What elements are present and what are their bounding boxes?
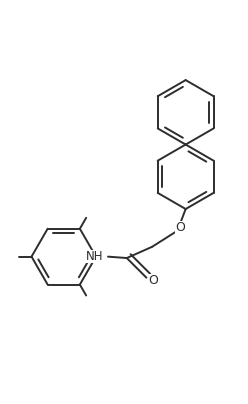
Text: NH: NH [86,250,103,263]
Text: O: O [148,274,158,287]
Text: O: O [175,221,185,234]
